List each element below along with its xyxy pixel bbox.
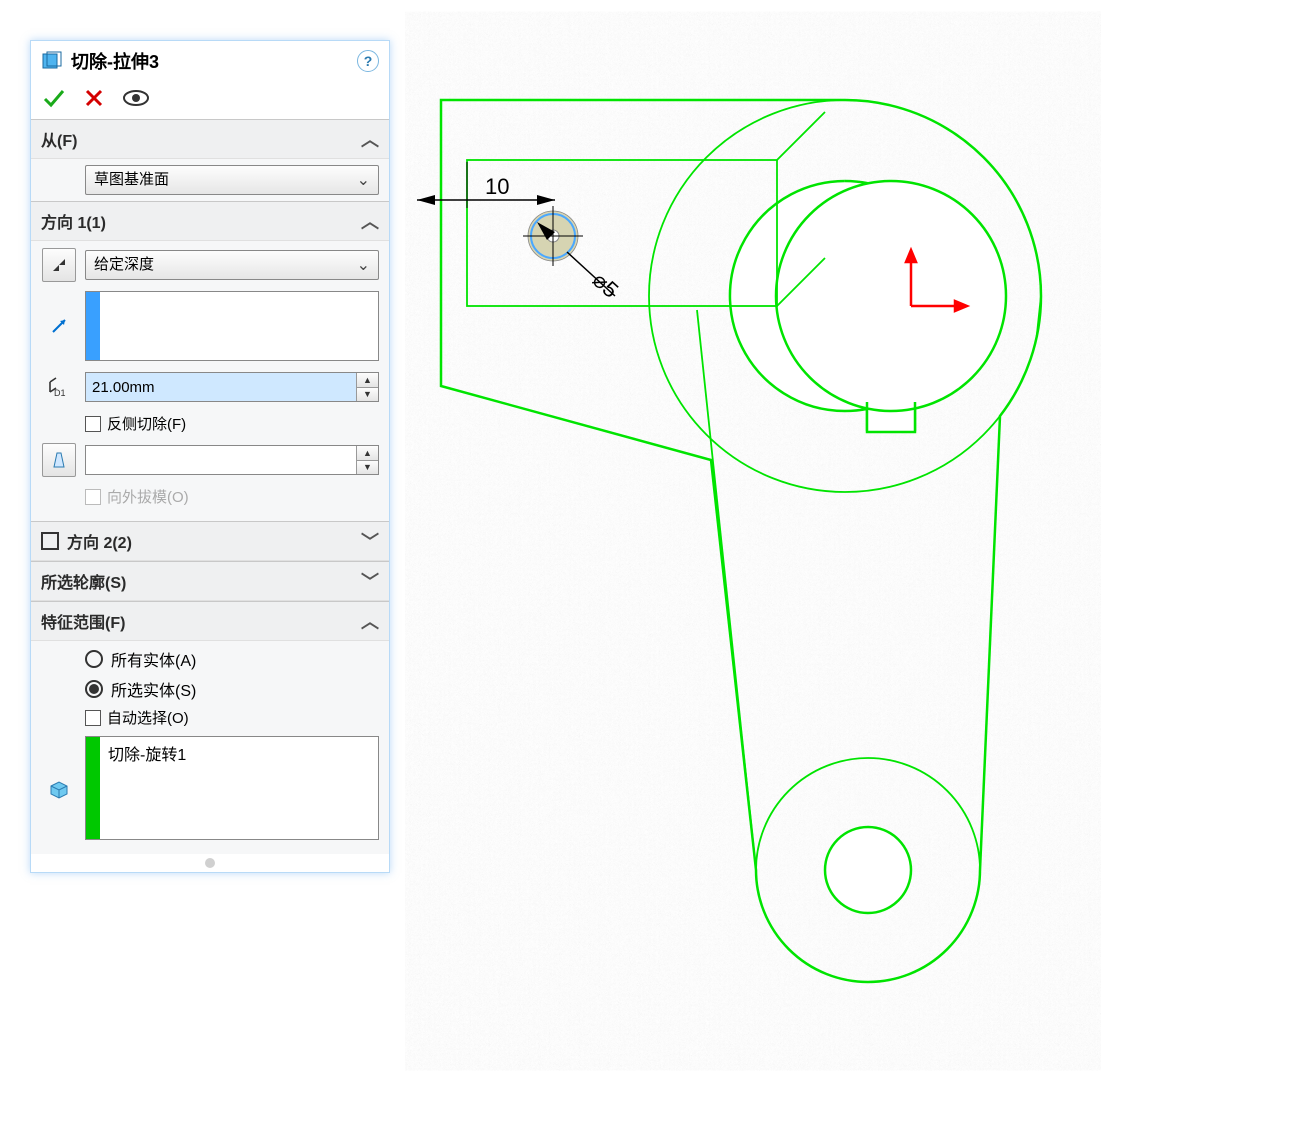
- svg-text:D1: D1: [54, 388, 66, 398]
- depth-value[interactable]: [86, 373, 356, 401]
- selected-bodies-label: 所选实体(S): [111, 677, 196, 701]
- selected-body-item[interactable]: 切除-旋转1: [100, 737, 194, 839]
- dimension-dia5[interactable]: ⌀5: [537, 222, 623, 303]
- auto-select-label: 自动选择(O): [107, 707, 189, 728]
- draft-outward-checkbox: 向外拔模(O): [85, 486, 379, 507]
- end-condition-select[interactable]: 给定深度: [85, 250, 379, 280]
- from-type-value: 草图基准面: [94, 171, 169, 188]
- property-manager-panel: 切除-拉伸3 ? 从(F) ︿ 草图基准面 方向 1(1) ︿: [30, 40, 390, 873]
- draft-angle-input[interactable]: ▲ ▼: [85, 445, 379, 475]
- all-bodies-label: 所有实体(A): [111, 647, 196, 671]
- ok-button[interactable]: [41, 85, 67, 111]
- section-dir1-label: 方向 1(1): [41, 209, 106, 233]
- direction-icon: [41, 308, 77, 344]
- action-row: [31, 81, 389, 119]
- panel-resize-handle[interactable]: [31, 854, 389, 872]
- selected-bodies-radio[interactable]: 所选实体(S): [85, 677, 379, 701]
- bodies-selection-list[interactable]: 切除-旋转1: [85, 736, 379, 840]
- section-dir1-header[interactable]: 方向 1(1) ︿: [31, 201, 389, 241]
- flip-side-checkbox[interactable]: 反侧切除(F): [85, 413, 379, 434]
- graphics-viewport[interactable]: 10 ⌀5: [405, 0, 1305, 1138]
- section-dir1-body: 给定深度 D1 ▲ ▼: [31, 241, 389, 521]
- end-condition-value: 给定深度: [94, 256, 154, 273]
- section-dir2-label: 方向 2(2): [67, 529, 132, 553]
- from-type-select[interactable]: 草图基准面: [85, 165, 379, 195]
- cut-extrude-icon: [41, 50, 63, 72]
- section-scope-header[interactable]: 特征范围(F) ︿: [31, 601, 389, 641]
- section-from-label: 从(F): [41, 127, 77, 151]
- checkbox-box: [85, 710, 101, 726]
- collapse-icon: ︿: [361, 208, 379, 234]
- dimension-10-value: 10: [485, 174, 509, 199]
- checkbox-box: [85, 489, 101, 505]
- reverse-direction-button[interactable]: [42, 248, 76, 282]
- radio-circle: [85, 680, 103, 698]
- dir2-enable-checkbox[interactable]: [41, 532, 59, 550]
- checkbox-box: [85, 416, 101, 432]
- depth-input[interactable]: ▲ ▼: [85, 372, 379, 402]
- dimension-10[interactable]: 10: [417, 162, 555, 208]
- help-button[interactable]: ?: [357, 50, 379, 72]
- panel-title: 切除-拉伸3: [71, 48, 357, 74]
- section-dir2-header[interactable]: 方向 2(2) ﹀: [31, 521, 389, 561]
- expand-icon: ﹀: [361, 528, 379, 554]
- spinner-up[interactable]: ▲: [357, 373, 378, 388]
- section-contours-label: 所选轮廓(S): [41, 569, 126, 593]
- all-bodies-radio[interactable]: 所有实体(A): [85, 647, 379, 671]
- depth-icon: D1: [41, 369, 77, 405]
- collapse-icon: ︿: [361, 608, 379, 634]
- section-from-body: 草图基准面: [31, 159, 389, 201]
- spinner-down[interactable]: ▼: [357, 388, 378, 402]
- auto-select-checkbox[interactable]: 自动选择(O): [85, 707, 379, 728]
- collapse-icon: ︿: [361, 126, 379, 152]
- section-scope-label: 特征范围(F): [41, 609, 125, 633]
- section-from-header[interactable]: 从(F) ︿: [31, 119, 389, 159]
- spinner-up[interactable]: ▲: [357, 446, 378, 461]
- preview-toggle-icon[interactable]: [121, 85, 151, 111]
- selection-stripe: [86, 292, 100, 360]
- direction-reference-list[interactable]: [85, 291, 379, 361]
- draft-value[interactable]: [86, 446, 356, 474]
- expand-icon: ﹀: [361, 568, 379, 594]
- flip-side-label: 反侧切除(F): [107, 413, 186, 434]
- selection-stripe: [86, 737, 100, 839]
- dimension-dia5-value: ⌀5: [588, 267, 624, 303]
- section-contours-header[interactable]: 所选轮廓(S) ﹀: [31, 561, 389, 601]
- draft-outward-label: 向外拔模(O): [107, 486, 189, 507]
- panel-header: 切除-拉伸3 ?: [31, 41, 389, 81]
- small-hole: [825, 827, 911, 913]
- cancel-button[interactable]: [81, 85, 107, 111]
- cut-feature-preview: [523, 206, 583, 266]
- spinner-down[interactable]: ▼: [357, 461, 378, 475]
- draft-button[interactable]: [42, 443, 76, 477]
- section-scope-body: 所有实体(A) 所选实体(S) 自动选择(O) 切除-旋转1: [31, 641, 389, 854]
- radio-circle: [85, 650, 103, 668]
- body-icon: [41, 770, 77, 806]
